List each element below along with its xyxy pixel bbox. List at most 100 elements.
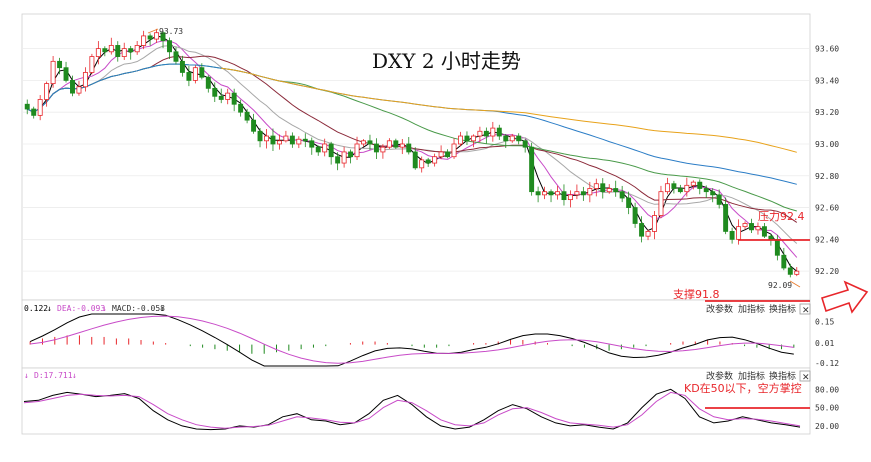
kd-switch-indicator-button[interactable]: 换指标: [769, 370, 796, 382]
price-tick-label: 92.40: [815, 235, 839, 244]
kd-close-box[interactable]: [799, 370, 811, 382]
candle: [367, 134, 373, 151]
candle: [167, 37, 172, 60]
macd-y-ticks: 0.15 0.01 -0.12: [815, 318, 839, 368]
candle: [626, 191, 632, 215]
candle: [503, 133, 509, 149]
candle: [742, 221, 748, 230]
moving-average-lines: [26, 35, 798, 272]
macd-close-box[interactable]: [799, 303, 811, 315]
candle: [270, 128, 276, 152]
candle: [373, 138, 379, 160]
candle: [619, 185, 625, 203]
candle: [496, 124, 502, 140]
candle: [276, 134, 282, 150]
macd-add-indicator-button[interactable]: 加指标: [738, 303, 765, 315]
candle: [606, 184, 612, 194]
candle: [289, 132, 295, 148]
price-tick-label: 93.60: [815, 45, 839, 54]
candle: [684, 177, 690, 197]
price-tick-label: 93.00: [815, 140, 839, 149]
low-pointer: [789, 280, 801, 288]
dea-down-arrow-icon: ↓: [102, 304, 107, 313]
candle: [781, 247, 787, 271]
candle: [361, 139, 366, 147]
ma-line: [26, 55, 798, 223]
candle: [95, 41, 101, 65]
candlesticks: [24, 28, 800, 278]
kd-params-button[interactable]: 改参数: [706, 370, 733, 382]
candle: [82, 67, 88, 92]
candle: [458, 131, 463, 147]
macd-dif-value: 0.122: [24, 304, 48, 313]
kd-annotation-label: KD在50以下，空方掌控: [684, 381, 802, 395]
candle: [70, 75, 75, 97]
macd-close-icon[interactable]: ✕: [802, 306, 810, 316]
candle: [399, 138, 405, 155]
candle: [205, 75, 211, 93]
candle: [76, 80, 82, 96]
candle: [63, 61, 69, 83]
candle: [37, 95, 43, 121]
kd-line: [23, 391, 801, 429]
macd-switch-indicator-button[interactable]: 换指标: [769, 303, 796, 315]
candle: [710, 188, 716, 203]
macd-down-arrow-icon: ↓: [47, 304, 52, 313]
candle: [574, 184, 580, 200]
candle: [24, 99, 30, 115]
candle: [244, 108, 250, 124]
candle: [723, 197, 729, 235]
candle: [296, 136, 302, 149]
candle: [50, 55, 56, 88]
candle: [328, 141, 334, 165]
candle: [108, 37, 114, 55]
candle: [302, 133, 308, 148]
candle: [425, 157, 431, 167]
kd-d-value: D:17.711: [34, 371, 73, 380]
candle: [154, 28, 160, 43]
forecast-arrow-icon: [821, 280, 869, 314]
candle: [664, 177, 670, 195]
candle: [632, 202, 638, 228]
candle: [147, 33, 153, 46]
kd-line: [23, 388, 801, 431]
candle: [516, 133, 522, 145]
candle: [315, 145, 321, 156]
candle: [639, 216, 645, 243]
candle: [677, 184, 683, 194]
kd-tick-label: 20.00: [815, 422, 839, 431]
candle: [690, 180, 696, 190]
macd-params-button[interactable]: 改参数: [706, 303, 733, 315]
kd-down-arrow-icon: ↓: [24, 371, 29, 380]
price-tick-label: 92.80: [815, 172, 839, 181]
candle: [522, 139, 528, 153]
candle: [386, 138, 392, 149]
candle: [755, 222, 761, 235]
candle: [432, 153, 438, 167]
macd-panel-frame: [21, 299, 811, 369]
candle: [412, 147, 418, 170]
candle: [561, 184, 567, 206]
kd-add-indicator-button[interactable]: 加指标: [738, 370, 765, 382]
candle: [749, 218, 754, 234]
kd-close-icon[interactable]: ✕: [802, 373, 810, 383]
candle: [89, 53, 95, 75]
chart-title: DXY 2 小时走势: [372, 49, 521, 73]
macd-tick-label: 0.01: [815, 339, 834, 348]
kd-d-arrow-icon: ↓: [72, 371, 77, 380]
candle: [199, 63, 205, 80]
candle: [173, 47, 179, 65]
macd-lines: [29, 313, 794, 367]
candle: [787, 263, 793, 278]
macd-value: MACD:-0.058: [112, 304, 165, 313]
candle: [348, 149, 354, 164]
candle: [587, 181, 593, 203]
candle: [212, 82, 218, 103]
candle: [238, 99, 244, 117]
kd-tick-label: 80.00: [815, 385, 839, 394]
candle: [354, 136, 360, 160]
candle: [128, 45, 134, 60]
macd-tick-label: 0.15: [815, 318, 834, 327]
